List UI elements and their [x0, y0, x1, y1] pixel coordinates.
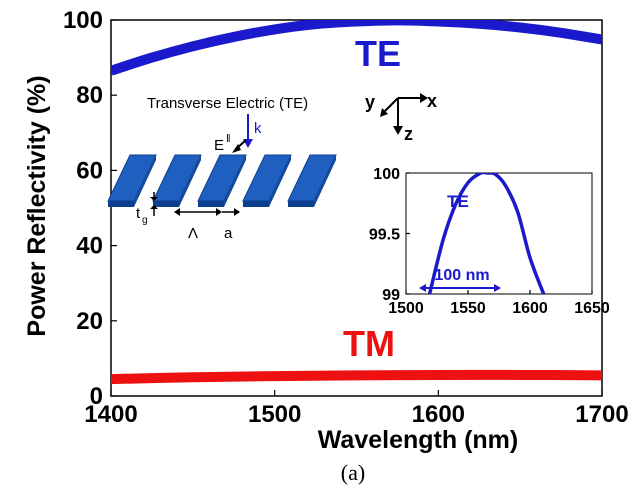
- x-axis-label: Wavelength (nm): [318, 426, 518, 454]
- thickness-label: t: [136, 205, 141, 222]
- main-x-tick-label: 1400: [84, 401, 137, 428]
- period-arrow-left: [174, 208, 180, 216]
- main-y-tick-label: 80: [76, 82, 103, 109]
- x-axis-indicator-label: x: [427, 91, 437, 111]
- grating-bar-side: [288, 201, 314, 207]
- y-axis-arrowhead: [380, 108, 388, 117]
- figure-caption: (a): [341, 460, 365, 485]
- main-y-tick-label: 40: [76, 233, 103, 260]
- x-axis-arrowhead: [420, 93, 428, 103]
- z-axis-arrowhead: [393, 126, 403, 135]
- thickness-arrow-bottom: [150, 205, 158, 209]
- inset-te-label: TE: [447, 192, 469, 211]
- grating-bar-side: [153, 201, 179, 207]
- main-y-tick-label: 0: [90, 383, 103, 410]
- main-axis-ticks: 1400 1500 1600 1700 0 20 40 60 80 100: [63, 7, 629, 428]
- main-series-group: [111, 20, 602, 385]
- inset-y-tick-label: 99.5: [369, 227, 400, 244]
- width-arrow-right: [234, 208, 240, 216]
- thickness-subscript: g: [142, 215, 148, 226]
- e-field-label: E: [214, 137, 224, 154]
- e-field-superscript: ‖: [226, 133, 231, 145]
- period-label: Λ: [188, 225, 198, 242]
- main-y-tick-label: 100: [63, 7, 103, 34]
- inset-x-tick-label: 1550: [450, 300, 486, 317]
- inset-series-te-line: [427, 173, 546, 294]
- bandwidth-arrow-left: [419, 284, 426, 292]
- inset-y-tick-label: 100: [373, 166, 400, 183]
- bandwidth-label: 100 nm: [434, 267, 489, 284]
- main-y-tick-label: 60: [76, 157, 103, 184]
- inset-axis-ticks: 1500 1550 1600 1650 99 99.5 100: [369, 166, 610, 317]
- grating-bar-side: [243, 201, 269, 207]
- y-axis-arrow: [382, 97, 399, 114]
- k-label: k: [254, 120, 262, 137]
- te-series-label: TE: [355, 33, 401, 74]
- inset-series-group: [427, 173, 546, 294]
- inset-x-tick-label: 1650: [574, 300, 610, 317]
- bandwidth-marker: 100 nm: [419, 267, 501, 292]
- main-x-tick-label: 1700: [575, 401, 628, 428]
- main-x-tick-label: 1500: [248, 401, 301, 428]
- grating-bar-edge: [269, 155, 291, 207]
- bandwidth-arrow-right: [494, 284, 501, 292]
- main-y-tick-label: 20: [76, 308, 103, 335]
- inset-plot-frame: [405, 172, 593, 295]
- tm-series-label: TM: [343, 323, 395, 364]
- grating-bar-side: [108, 201, 134, 207]
- inset-y-tick-label: 99: [382, 287, 400, 304]
- grating-bar-side: [198, 201, 224, 207]
- grating-bar-edge: [314, 155, 336, 207]
- z-axis-indicator-label: z: [404, 124, 413, 144]
- grating-bars: [107, 154, 337, 207]
- main-series-tm-line: [111, 369, 602, 385]
- period-arrow-right: [216, 208, 222, 216]
- main-series-te-line: [111, 20, 602, 76]
- coordinate-axes-indicator: x y z: [365, 91, 437, 144]
- grating-schematic: Transverse Electric (TE) k E ‖ t g Λ a: [107, 95, 337, 242]
- y-axis-label: Power Reflectivity (%): [23, 75, 51, 336]
- thickness-arrow-top: [150, 197, 158, 201]
- grating-bar-edge: [224, 155, 246, 207]
- y-axis-indicator-label: y: [365, 92, 375, 112]
- grating-bar-edge: [179, 155, 201, 207]
- width-label: a: [224, 225, 233, 242]
- schematic-title: Transverse Electric (TE): [147, 95, 308, 112]
- main-x-tick-label: 1600: [412, 401, 465, 428]
- inset-x-tick-label: 1500: [388, 300, 424, 317]
- inset-x-tick-label: 1600: [512, 300, 548, 317]
- grating-bar-edge: [134, 155, 156, 207]
- e-field-arrowhead: [232, 144, 241, 153]
